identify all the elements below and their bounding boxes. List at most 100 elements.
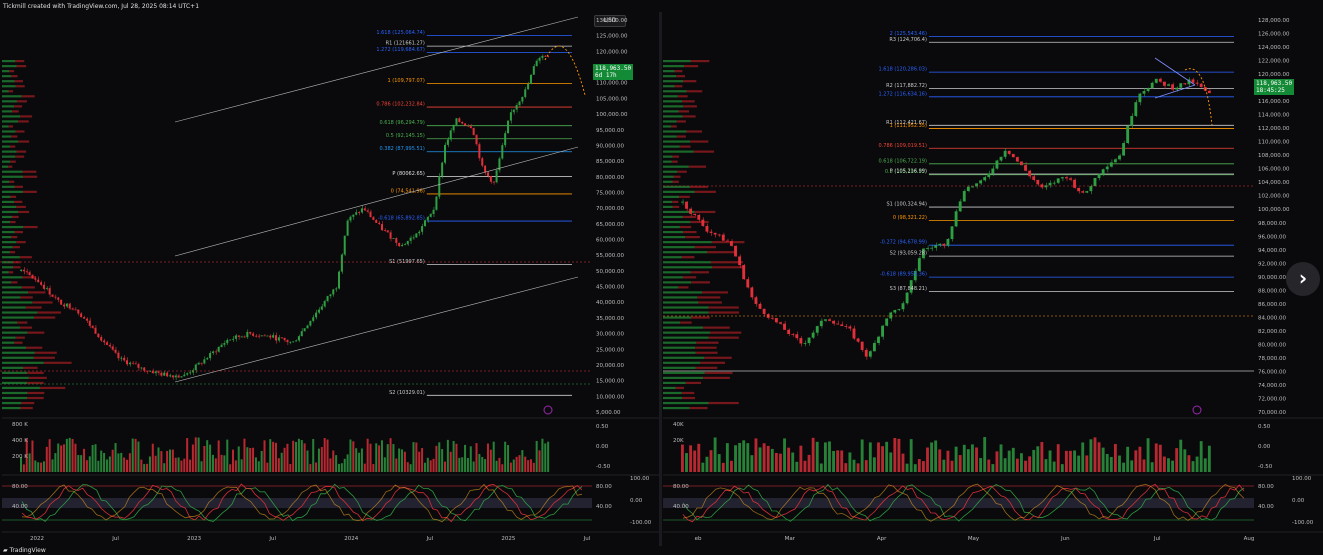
volume-bar — [705, 456, 709, 472]
volume-bar — [709, 450, 713, 472]
volume-bar — [897, 438, 901, 472]
y-tick-label: 100,000.00 — [596, 112, 628, 118]
candle-body — [263, 335, 266, 337]
candle-body — [403, 244, 406, 246]
volume-profile-bar — [663, 190, 695, 193]
volume-bar — [475, 443, 478, 472]
volume-bar — [1032, 449, 1036, 472]
candle-body — [389, 232, 392, 239]
volume-bar — [57, 443, 60, 472]
volume-bar — [366, 438, 369, 472]
volume-profile-bar — [10, 195, 17, 198]
y-tick-label: 122,000.00 — [1258, 59, 1290, 65]
candle-body — [461, 122, 464, 124]
candle-body — [309, 320, 312, 326]
volume-bar — [860, 439, 864, 472]
candle-body — [942, 243, 946, 246]
volume-bar — [383, 457, 386, 472]
candle-body — [51, 294, 54, 297]
volume-bar — [249, 447, 252, 472]
volume-profile-bar — [2, 215, 12, 219]
volume-profile-bar — [21, 286, 35, 289]
volume-bar — [68, 437, 71, 472]
volume-bar — [269, 439, 272, 472]
volume-profile-bar — [663, 210, 695, 214]
candle-body — [515, 105, 518, 110]
fib-level-label: S1 (51997.65) — [389, 259, 425, 265]
fib-level-label: S3 (87,848.21) — [890, 286, 927, 292]
candle-body — [987, 173, 991, 178]
candle-body — [1171, 84, 1175, 90]
volume-profile-bar — [2, 406, 21, 410]
volume-profile-bar — [14, 230, 24, 234]
volume-bar — [1003, 458, 1007, 472]
volume-profile-bar — [2, 105, 15, 108]
candle-body — [1077, 187, 1081, 192]
volume-profile-bar — [22, 190, 37, 193]
volume-profile-bar — [676, 120, 686, 123]
candle-body — [352, 214, 355, 217]
volume-profile-bar — [690, 60, 710, 63]
currency-badge[interactable]: USD — [594, 15, 626, 27]
candle-body — [1199, 83, 1203, 88]
volume-bar — [37, 462, 40, 472]
candle-body — [429, 214, 432, 217]
channel-line — [174, 16, 579, 123]
volume-profile-bar — [663, 60, 691, 63]
x-tick-label: 2024 — [344, 536, 358, 542]
y-tick-label: 10,000.00 — [596, 394, 624, 400]
candle-body — [449, 130, 452, 140]
volume-bar — [128, 453, 131, 472]
volume-bar — [1195, 456, 1199, 472]
volume-profile-bar — [21, 401, 35, 405]
volume-bar — [1199, 441, 1203, 472]
volume-profile-bar — [2, 185, 15, 188]
candle-body — [209, 352, 212, 359]
volume-profile-bar — [2, 115, 21, 118]
y-tick-label: 80,000.00 — [1258, 342, 1286, 348]
volume-bar — [163, 463, 166, 472]
volume-bar — [1044, 459, 1048, 472]
volume-profile-bar — [23, 366, 38, 369]
candle-body — [1007, 150, 1011, 154]
candle-body — [151, 370, 154, 374]
volume-bar — [74, 443, 77, 472]
next-chevron-button[interactable]: › — [1286, 262, 1320, 296]
candle-body — [62, 304, 65, 307]
volume-profile-bar — [663, 341, 697, 344]
candle-body — [343, 235, 346, 255]
volume-bar — [971, 444, 974, 472]
last-price-tag-right: 118,963.50 18:45:25 — [1254, 79, 1295, 95]
y-tick-label: 40,000.00 — [596, 300, 624, 306]
volume-profile-bar — [2, 296, 21, 299]
volume-profile-bar — [2, 236, 12, 239]
volume-profile-bar — [673, 175, 681, 178]
osc-right-tick: 40.00 — [596, 504, 612, 510]
candle-body — [137, 364, 140, 368]
candle-body — [323, 300, 326, 307]
volume-bar — [995, 451, 999, 472]
volume-profile-bar — [663, 246, 695, 249]
last-price-tag-left: 118,963.50 6d 17h — [593, 64, 634, 80]
volume-profile-bar — [2, 155, 16, 158]
candle-body — [521, 96, 524, 102]
y-tick-label: 70,000.00 — [596, 206, 624, 212]
candle-body — [524, 89, 527, 97]
volume-bar — [131, 438, 134, 472]
volume-profile-bar — [690, 271, 709, 274]
volume-bar — [807, 454, 811, 472]
osc-right-tick-far: -100.00 — [1292, 520, 1314, 526]
volume-profile-bar — [2, 281, 12, 284]
y-tick-label: 78,000.00 — [1258, 356, 1286, 362]
candle-body — [234, 335, 237, 339]
volume-profile-bar — [663, 266, 713, 269]
osc-right-tick-far: 100.00 — [1292, 476, 1312, 482]
volume-bar — [717, 454, 721, 472]
volume-bar — [234, 460, 237, 472]
panel-divider[interactable] — [659, 12, 662, 546]
volume-bar — [783, 438, 786, 472]
volume-bar — [237, 446, 240, 472]
volume-profile-bar — [663, 386, 676, 390]
x-tick-label: 2022 — [30, 536, 44, 542]
